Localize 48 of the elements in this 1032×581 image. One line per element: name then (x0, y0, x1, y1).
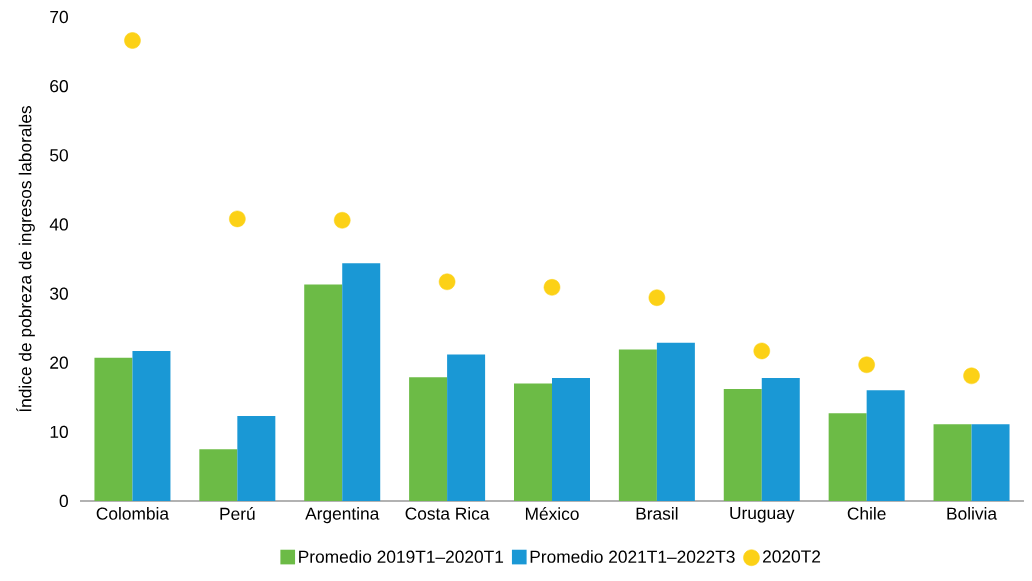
x-tick-label: México (525, 507, 579, 520)
legend-label: Promedio 2021T1–2022T3 (530, 550, 735, 563)
x-tick-label: Uruguay (730, 507, 795, 523)
bar (199, 449, 238, 501)
point (858, 356, 875, 374)
bar (618, 349, 657, 501)
point (543, 279, 561, 296)
bar (342, 263, 381, 501)
bar (447, 354, 486, 501)
bar (237, 415, 276, 501)
point (229, 210, 246, 228)
bar (971, 424, 1010, 501)
y-tick-label: 40 (49, 218, 68, 231)
x-tick-label: Costa Rica (405, 507, 490, 520)
bar (933, 424, 972, 501)
legend-label: 2020T2 (763, 550, 821, 563)
point (333, 212, 351, 229)
x-tick-label: Bolivia (947, 507, 998, 520)
y-tick-label: 0 (59, 494, 68, 508)
y-tick-label: 70 (50, 10, 68, 24)
point (963, 367, 980, 385)
y-tick-label: 30 (50, 287, 68, 300)
bar (409, 377, 448, 501)
bar (866, 390, 905, 501)
bar (132, 350, 171, 501)
x-tick-label: Colombia (96, 507, 170, 520)
bar (94, 357, 133, 501)
point (648, 289, 666, 306)
y-tick-label: 20 (50, 356, 68, 369)
x-tick-label: Chile (847, 507, 886, 520)
point (753, 342, 771, 360)
point (438, 273, 456, 291)
y-tick-label: 50 (50, 149, 68, 162)
point (124, 32, 141, 49)
x-tick-label: Perú (220, 507, 255, 520)
bar (656, 342, 695, 501)
bar (552, 377, 590, 501)
x-tick-label: Brasil (636, 507, 678, 520)
bar (723, 388, 762, 501)
bar (514, 383, 552, 501)
bar (304, 284, 343, 501)
y-tick-label: 10 (50, 425, 68, 438)
bar (828, 413, 867, 501)
y-tick-label: 60 (50, 79, 68, 93)
legend-label: Promedio 2019T1–2020T1 (299, 550, 504, 563)
y-axis-title: Índice de pobreza de ingresos laborales (16, 105, 35, 412)
bar (761, 377, 800, 501)
x-tick-label: Argentina (305, 507, 380, 524)
